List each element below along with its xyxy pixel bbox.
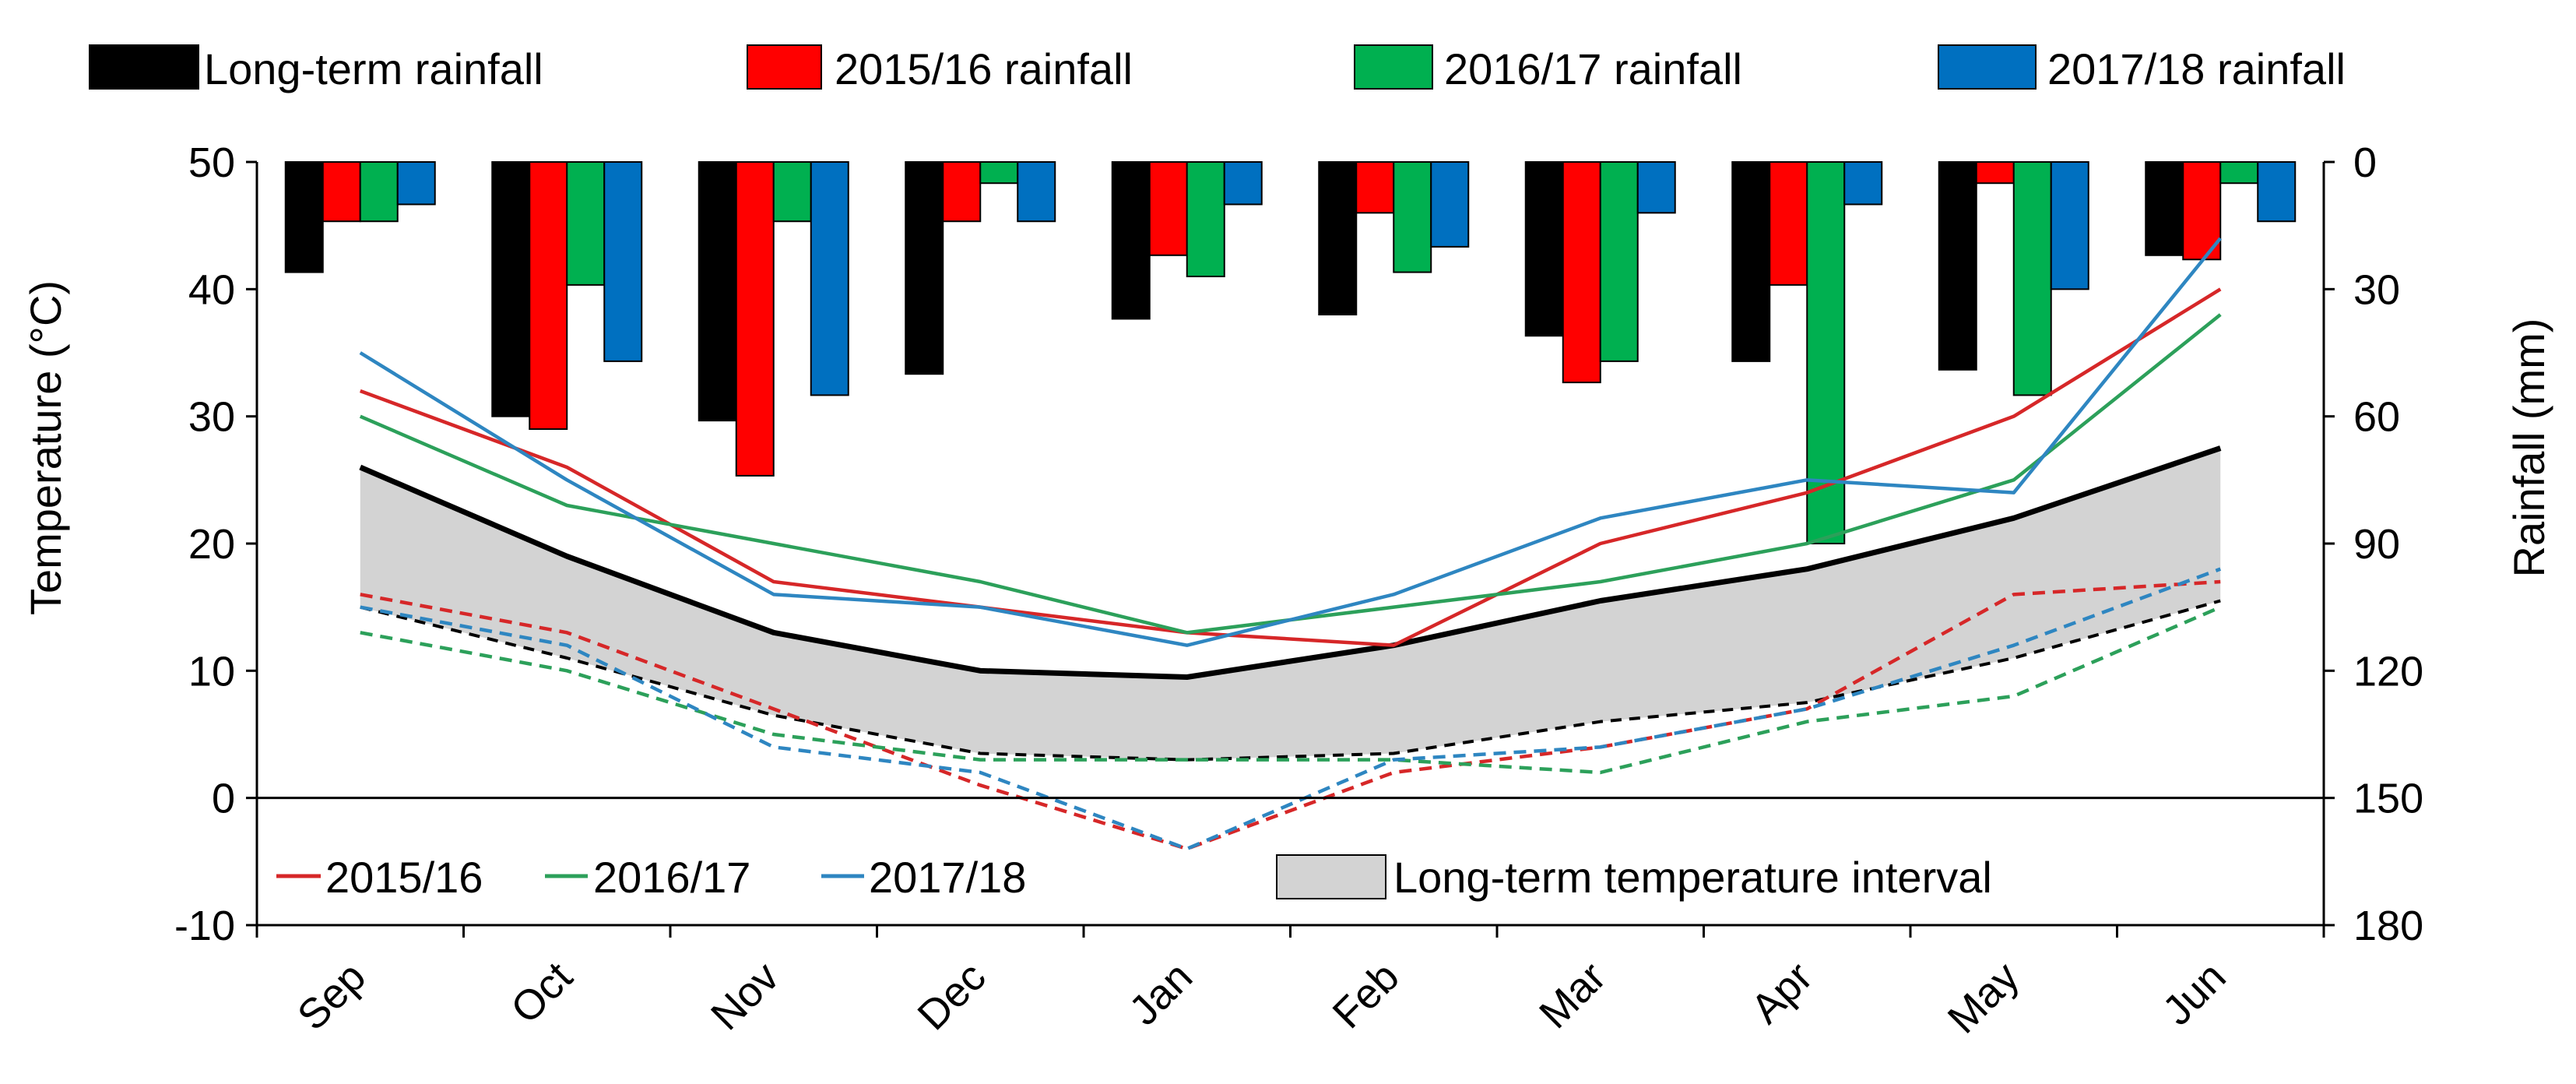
- long-term-temperature-interval-band: [360, 448, 2221, 760]
- rainfall-bar-2016-17-rainfall-jun: [2219, 161, 2259, 185]
- rainfall-bar-2017-18-rainfall-jun: [2257, 161, 2297, 223]
- right-tick-label: 0: [2353, 139, 2377, 186]
- temperature-legend: 2015/16 2016/17 2017/18 Long-term temper…: [276, 853, 1992, 902]
- rainfall-bar-2015-16-rainfall-may: [1975, 161, 2015, 185]
- rainfall-bar-2017-18-rainfall-sep: [396, 161, 436, 206]
- rainfall-bar-2015-16-rainfall-jan: [1148, 161, 1188, 256]
- left-tick-label: 50: [188, 139, 235, 186]
- legend-swatch-2016-17-rainfall: [1354, 44, 1433, 90]
- rainfall-bar-2016-17-rainfall-nov: [772, 161, 812, 223]
- temperature-axis-title: Temperature (°C): [21, 280, 70, 615]
- rainfall-bar-2015-16-rainfall-mar: [1562, 161, 1601, 384]
- right-tick-label: 180: [2353, 903, 2423, 949]
- rainfall-bar-long-term-rainfall-may: [1938, 161, 1977, 371]
- right-tick-label: 60: [2353, 394, 2400, 441]
- legend-label-long-term-temperature-interval: Long-term temperature interval: [1393, 853, 1992, 902]
- rainfall-bar-long-term-rainfall-oct: [491, 161, 531, 417]
- rainfall-bar-2015-16-rainfall-sep: [322, 161, 361, 223]
- min-temperature-line-2015-16: [360, 579, 2221, 851]
- rainfall-legend: Long-term rainfall 2015/16 rainfall 2016…: [89, 44, 2346, 93]
- rainfall-bar-long-term-rainfall-feb: [1318, 161, 1358, 315]
- left-tick-label: 20: [188, 521, 235, 568]
- left-tick-label: -10: [174, 903, 235, 949]
- right-tick-label: 90: [2353, 521, 2400, 568]
- temperature-lines: [359, 237, 2222, 851]
- rainfall-bar-2016-17-rainfall-sep: [359, 161, 399, 223]
- rainfall-bar-long-term-rainfall-apr: [1731, 161, 1771, 362]
- legend-swatch-long-term-rainfall: [89, 44, 199, 90]
- left-tick-label: 30: [188, 394, 235, 441]
- rainfall-bar-long-term-rainfall-nov: [698, 161, 737, 422]
- long-term-min-temperature-line: [360, 599, 2221, 762]
- rainfall-bar-2015-16-rainfall-feb: [1355, 161, 1395, 214]
- x-tick-label-may: May: [1939, 953, 2029, 1043]
- rainfall-bar-2017-18-rainfall-nov: [810, 161, 849, 396]
- rainfall-bar-long-term-rainfall-sep: [284, 161, 324, 273]
- rainfall-bar-2017-18-rainfall-dec: [1017, 161, 1056, 223]
- rainfall-bar-2017-18-rainfall-apr: [1843, 161, 1883, 206]
- right-tick-label: 150: [2353, 776, 2423, 822]
- rainfall-bar-2017-18-rainfall-jan: [1223, 161, 1263, 206]
- long-term-max-temperature-line: [359, 445, 2222, 680]
- rainfall-axis-title: Rainfall (mm): [2504, 319, 2553, 578]
- min-temperature-line-2017-18: [360, 567, 2222, 851]
- right-tick-label: 120: [2353, 648, 2423, 695]
- rainfall-bar-2016-17-rainfall-dec: [979, 161, 1019, 185]
- rainfall-bar-long-term-rainfall-dec: [905, 161, 944, 375]
- rainfall-bar-2016-17-rainfall-feb: [1393, 161, 1432, 273]
- legend-label-long-term-rainfall: Long-term rainfall: [204, 44, 543, 93]
- rainfall-bar-long-term-rainfall-mar: [1524, 161, 1564, 337]
- legend-label-2015-16: 2015/16: [325, 853, 483, 902]
- legend-swatch-long-term-temperature-interval: [1276, 854, 1386, 899]
- rainfall-bar-2015-16-rainfall-dec: [942, 161, 982, 223]
- legend-label-2016-17: 2016/17: [593, 853, 750, 902]
- rainfall-bar-2017-18-rainfall-mar: [1636, 161, 1676, 214]
- legend-label-2015-16-rainfall: 2015/16 rainfall: [835, 44, 1133, 93]
- left-tick-label: 40: [188, 266, 235, 313]
- rainfall-bars: [284, 161, 2297, 544]
- x-tick-label-apr: Apr: [1742, 953, 1822, 1033]
- max-temperature-line-2017-18: [359, 237, 2222, 647]
- rainfall-bar-2017-18-rainfall-may: [2050, 161, 2089, 290]
- rainfall-bar-2016-17-rainfall-may: [2012, 161, 2052, 396]
- x-tick-label-feb: Feb: [1324, 953, 1408, 1037]
- rainfall-bar-long-term-rainfall-jan: [1111, 161, 1151, 320]
- rainfall-bar-2015-16-rainfall-nov: [735, 161, 775, 477]
- x-tick-label-dec: Dec: [908, 953, 994, 1039]
- rainfall-bar-2016-17-rainfall-mar: [1599, 161, 1639, 362]
- rainfall-bar-2017-18-rainfall-feb: [1430, 161, 1470, 248]
- x-tick-label-jun: Jun: [2154, 953, 2235, 1034]
- left-tick-label: 10: [188, 648, 235, 695]
- left-tick-label: 0: [212, 776, 235, 822]
- x-tick-label-mar: Mar: [1530, 953, 1615, 1037]
- legend-swatch-2017-18-rainfall: [1938, 44, 2037, 90]
- x-tick-label-jan: Jan: [1120, 953, 1201, 1034]
- rainfall-bar-long-term-rainfall-jun: [2145, 161, 2184, 256]
- legend-label-2017-18: 2017/18: [869, 853, 1026, 902]
- x-tick-label-nov: Nov: [702, 953, 788, 1039]
- rainfall-bar-2016-17-rainfall-oct: [566, 161, 606, 286]
- legend-swatch-2015-16-rainfall: [747, 44, 822, 90]
- legend-label-2017-18-rainfall: 2017/18 rainfall: [2047, 44, 2346, 93]
- rainfall-bar-2015-16-rainfall-oct: [529, 161, 568, 430]
- legend-label-2016-17-rainfall: 2016/17 rainfall: [1444, 44, 1742, 93]
- rainfall-bar-2016-17-rainfall-jan: [1186, 161, 1225, 277]
- x-tick-label-sep: Sep: [289, 953, 374, 1039]
- rainfall-bar-2017-18-rainfall-oct: [603, 161, 643, 362]
- x-tick-label-oct: Oct: [502, 953, 582, 1033]
- right-tick-label: 30: [2353, 266, 2400, 313]
- rainfall-bar-2015-16-rainfall-apr: [1769, 161, 1808, 286]
